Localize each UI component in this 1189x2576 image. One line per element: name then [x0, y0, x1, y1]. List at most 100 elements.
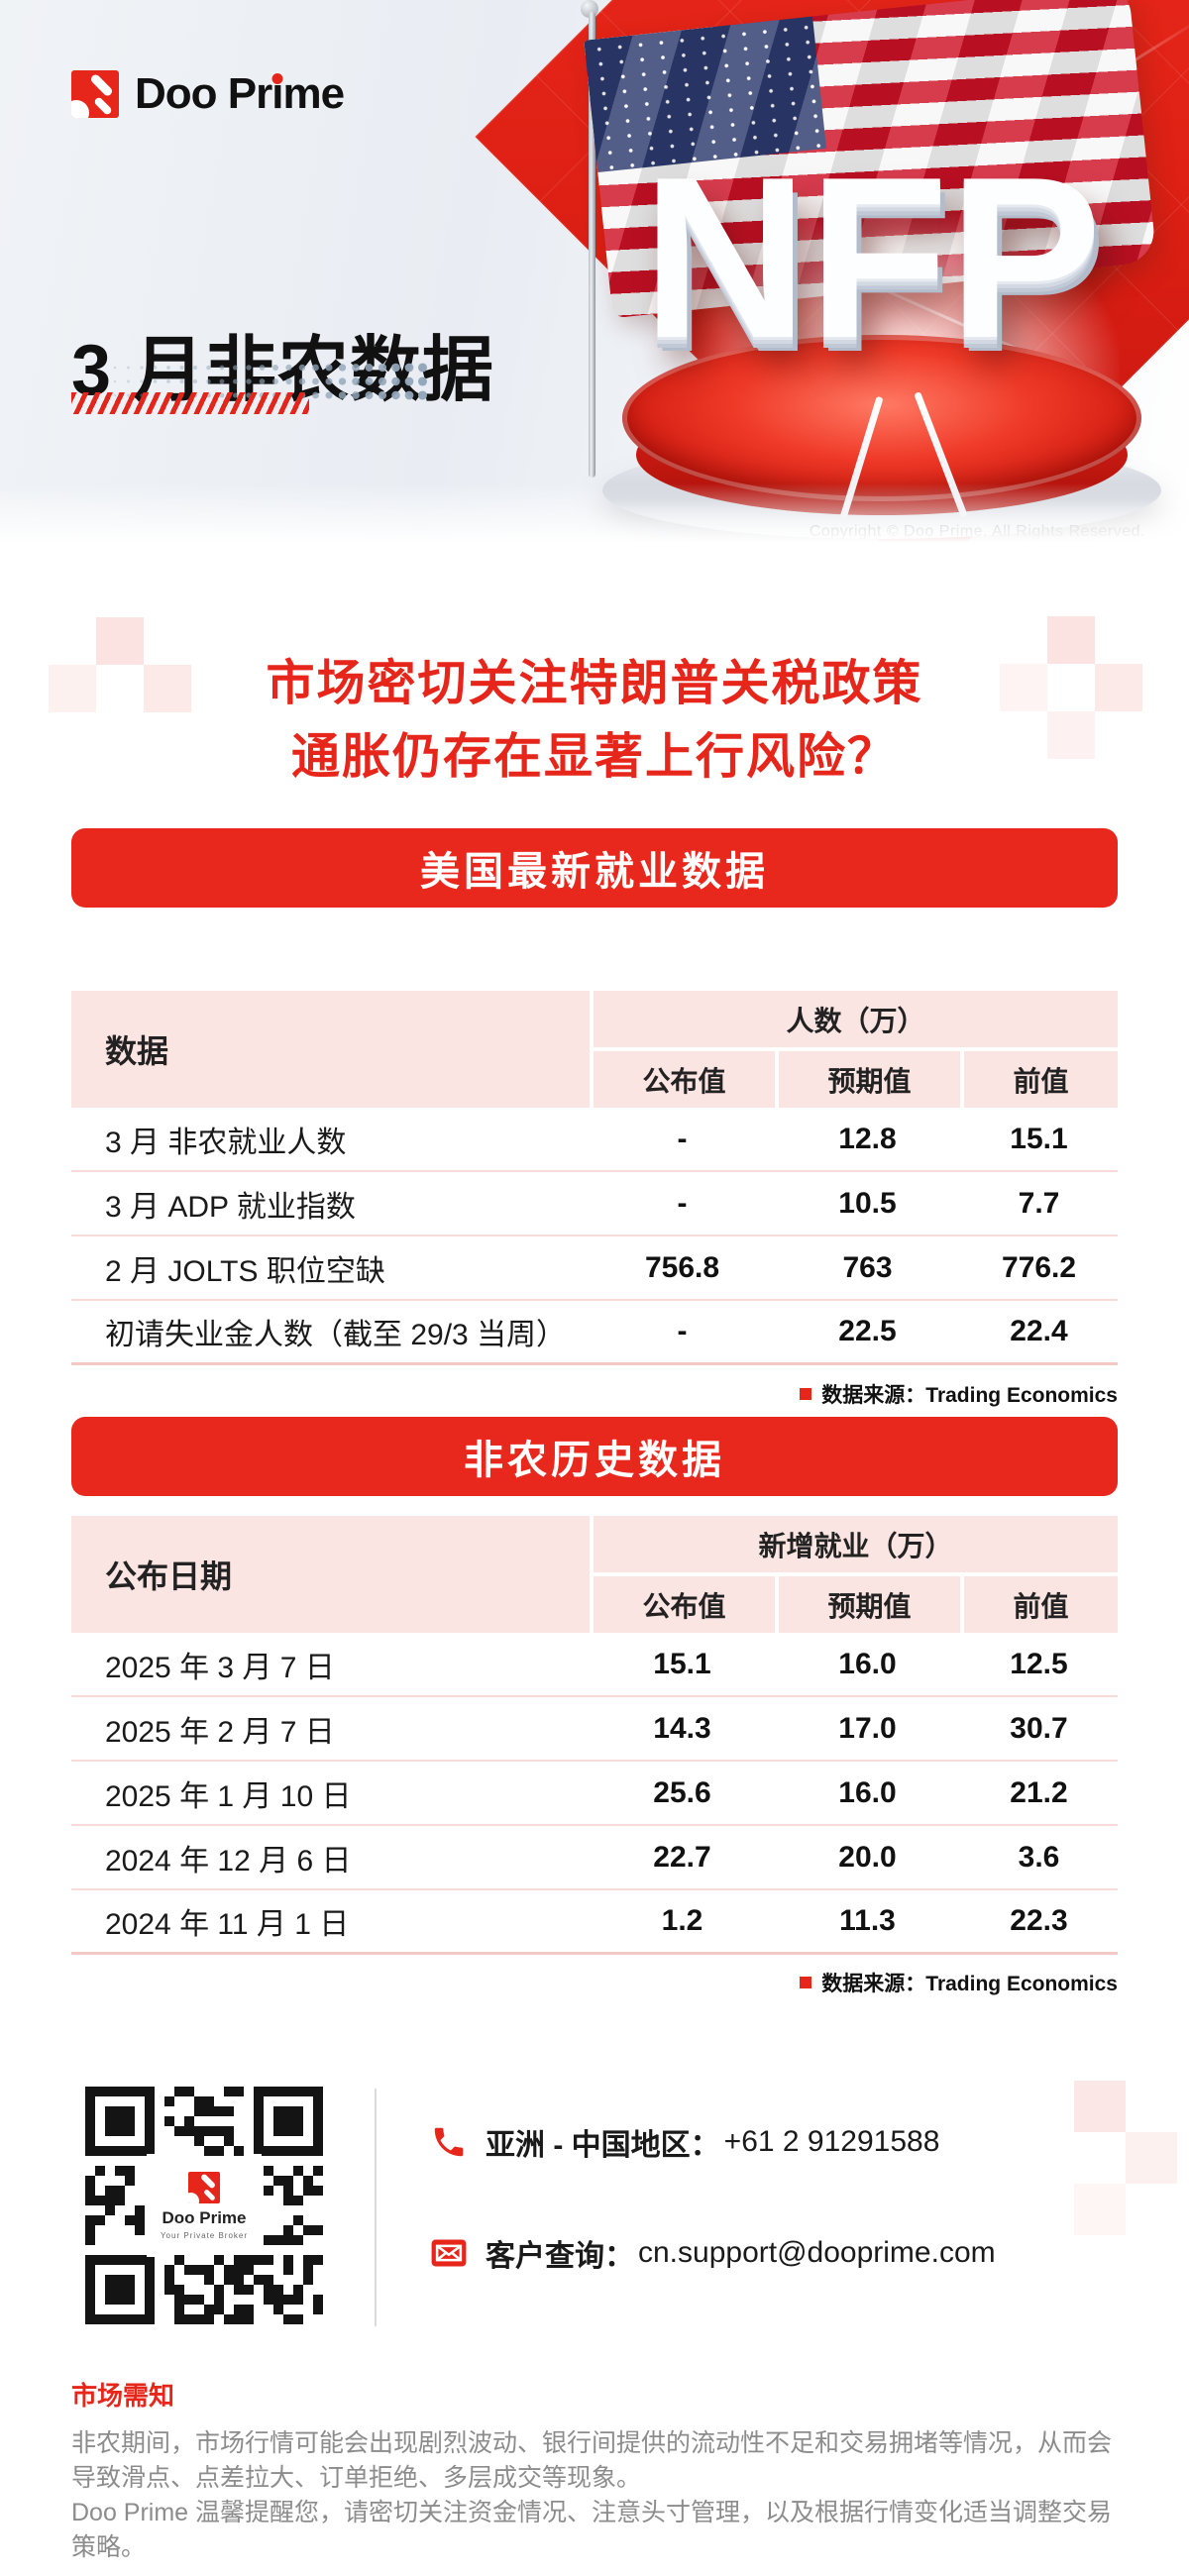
- qr-module: [283, 2265, 293, 2275]
- table-row: 2024 年 12 月 6 日 22.7 20.0 3.6: [71, 1826, 1118, 1890]
- table-header: 数据 人数（万） 公布值 预期值 前值: [71, 991, 1118, 1108]
- table-header: 公布日期 新增就业（万） 公布值 预期值 前值: [71, 1516, 1118, 1633]
- qr-module: [194, 2106, 204, 2116]
- table-row: 2 月 JOLTS 职位空缺 756.8 763 776.2: [71, 1236, 1118, 1301]
- qr-finder-pattern: [85, 2087, 155, 2156]
- data-source-text: 数据来源：Trading Economics: [821, 1384, 1118, 1407]
- qr-module: [283, 2235, 293, 2245]
- qr-module: [164, 2265, 174, 2275]
- email-label: 客户查询：: [486, 2240, 634, 2273]
- qr-module: [313, 2305, 323, 2314]
- main-headline: 市场密切关注特朗普关税政策 通胀仍存在显著上行风险？: [0, 647, 1189, 794]
- qr-module: [85, 2225, 95, 2235]
- qr-module: [174, 2087, 184, 2096]
- wordmark-part: me: [282, 69, 345, 118]
- sub-header-expected: 预期值: [779, 1576, 960, 1633]
- disclaimer-paragraph: 非农期间，市场行情可能会出现剧烈波动、银行间提供的流动性不足和交易拥堵等情况，从…: [71, 2429, 1113, 2492]
- history-table: 公布日期 新增就业（万） 公布值 预期值 前值 2025 年 3 月 7 日 15…: [71, 1516, 1118, 1955]
- qr-module: [244, 2305, 254, 2314]
- qr-module: [164, 2116, 174, 2126]
- qr-module: [214, 2305, 224, 2314]
- email-address[interactable]: cn.support@dooprime.com: [638, 2236, 996, 2269]
- qr-module: [313, 2186, 323, 2196]
- qr-module: [204, 2106, 214, 2116]
- hero-section: NFP Doo Prime 3 月非农数据 Copyright © Doo Pr…: [0, 0, 1189, 543]
- headline-line-1: 市场密切关注特朗普关税政策: [266, 656, 923, 710]
- qr-module: [273, 2285, 283, 2295]
- row-label: 2025 年 3 月 7 日: [105, 1651, 335, 1684]
- qr-module: [105, 2205, 115, 2215]
- qr-module: [224, 2136, 234, 2146]
- row-value: 15.1: [1010, 1122, 1068, 1155]
- phone-number[interactable]: +61 2 91291588: [723, 2125, 940, 2158]
- row-label: 2024 年 11 月 1 日: [105, 1908, 350, 1941]
- row-value: 756.8: [644, 1250, 720, 1284]
- checker-square-decoration: [1074, 2081, 1126, 2132]
- flag-pole: [589, 12, 595, 478]
- table-row: 3 月 ADP 就业指数 - 10.5 7.7: [71, 1172, 1118, 1236]
- row-value: -: [677, 1186, 688, 1220]
- qr-module: [283, 2186, 293, 2196]
- qr-module: [254, 2255, 264, 2265]
- row-value: 1.2: [661, 1904, 703, 1937]
- qr-module: [293, 2166, 303, 2176]
- qr-module: [184, 2265, 194, 2275]
- qr-module: [204, 2265, 214, 2275]
- nfp-3d-text: NFP: [642, 130, 1102, 386]
- qr-module: [115, 2196, 125, 2205]
- row-label: 2025 年 1 月 10 日: [105, 1779, 352, 1813]
- table-body: 3 月 非农就业人数 - 12.8 15.1 3 月 ADP 就业指数 - 10.5 7.7 2…: [71, 1108, 1118, 1365]
- group-header-headcount: 人数（万）: [594, 991, 1118, 1047]
- qr-module: [244, 2255, 254, 2265]
- sub-header-expected: 预期值: [779, 1051, 960, 1108]
- row-value: 10.5: [838, 1186, 897, 1220]
- checker-square-decoration: [96, 617, 144, 665]
- doo-prime-logo-icon: [71, 70, 119, 118]
- qr-module: [264, 2275, 273, 2285]
- qr-module: [273, 2295, 283, 2305]
- checker-square-decoration: [144, 665, 191, 712]
- copyright-text: Copyright © Doo Prime. All Rights Reserv…: [809, 523, 1145, 540]
- qr-module: [85, 2235, 95, 2245]
- qr-module: [293, 2285, 303, 2295]
- row-value: 12.5: [1010, 1647, 1068, 1680]
- qr-module: [303, 2255, 313, 2265]
- qr-module: [135, 2215, 145, 2225]
- data-source-note: 数据来源：Trading Economics: [800, 1379, 1118, 1409]
- qr-module: [174, 2295, 184, 2305]
- qr-module: [214, 2285, 224, 2295]
- row-value: 17.0: [838, 1711, 897, 1745]
- qr-module: [303, 2275, 313, 2285]
- qr-module: [184, 2116, 194, 2126]
- qr-module: [204, 2305, 214, 2314]
- disclaimer-section: 市场需知 非农期间，市场行情可能会出现剧烈波动、银行间提供的流动性不足和交易拥堵…: [71, 2376, 1122, 2565]
- qr-module: [125, 2215, 135, 2225]
- latest-data-table: 数据 人数（万） 公布值 预期值 前值 3 月 非农就业人数 -12.8 15.1 3…: [71, 991, 1118, 1365]
- table-row: 2025 年 1 月 10 日 25.6 16.0 21.2: [71, 1762, 1118, 1826]
- bullet-square-icon: [800, 1388, 812, 1400]
- qr-module: [214, 2126, 224, 2136]
- wordmark-i-red-dot: i: [271, 69, 283, 118]
- row-value: 22.3: [1010, 1904, 1068, 1937]
- qr-module: [283, 2225, 293, 2235]
- qr-module: [264, 2285, 273, 2295]
- qr-module: [115, 2186, 125, 2196]
- section-banner-latest-data: 美国最新就业数据: [71, 828, 1118, 908]
- data-source-text: 数据来源：Trading Economics: [821, 1973, 1118, 1995]
- qr-module: [254, 2275, 264, 2285]
- wordmark-part: Doo Pr: [135, 69, 272, 118]
- qr-module: [204, 2126, 214, 2136]
- doo-prime-logo-icon: [188, 2171, 220, 2203]
- group-header-new-jobs: 新增就业（万）: [594, 1516, 1118, 1572]
- qr-module: [283, 2255, 293, 2265]
- qr-module: [234, 2275, 244, 2285]
- qr-module: [313, 2255, 323, 2265]
- row-value: 21.2: [1010, 1775, 1068, 1809]
- qr-module: [244, 2314, 254, 2324]
- qr-module: [264, 2255, 273, 2265]
- disclaimer-title: 市场需知: [71, 2381, 175, 2411]
- qr-module: [85, 2176, 95, 2186]
- row-value: 30.7: [1010, 1711, 1068, 1745]
- row-label: 2 月 JOLTS 职位空缺: [105, 1254, 385, 1288]
